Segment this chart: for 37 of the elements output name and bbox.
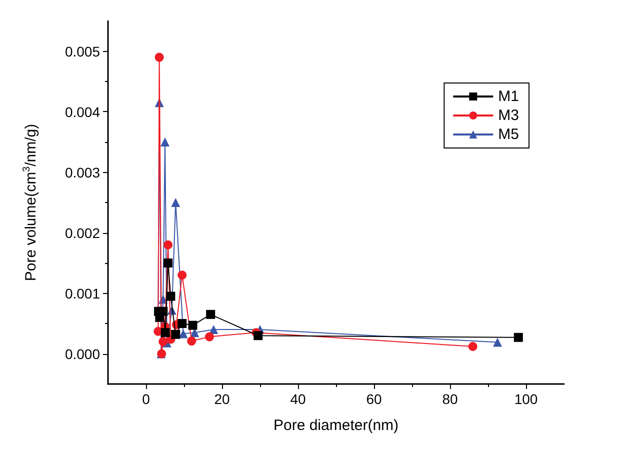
point [171,198,180,207]
y-tick-label: 0.000 [64,346,100,362]
x-tick-label: 100 [514,391,538,407]
x-axis-title: Pore diameter(nm) [273,417,399,434]
x-tick-label: 0 [142,391,150,407]
point [514,332,523,342]
point [178,270,187,280]
legend-label: M3 [498,107,520,124]
point [171,330,180,339]
point [164,258,173,268]
x-tick-label: 20 [214,391,230,407]
x-tick-label: 60 [366,391,382,407]
y-tick-label: 0.005 [64,43,100,60]
legend-label: M5 [498,126,520,143]
point [206,310,216,319]
point [178,319,187,328]
point [158,337,168,346]
y-tick-label: 0.002 [64,224,100,241]
y-tick-label: 0.004 [64,104,100,120]
point [187,336,196,346]
legend-label: M1 [498,88,520,105]
point [154,52,164,62]
x-tick-label: 40 [290,391,306,407]
point [166,292,176,301]
y-tick-label: 0.003 [64,164,100,180]
point [204,332,214,342]
y-axis-title: Pore volume(cm3/nm/g) [22,124,40,282]
point [160,328,170,338]
point [468,342,478,351]
point [160,138,170,146]
point [254,331,263,340]
x-tick-label: 80 [442,391,458,407]
y-tick-label: 0.001 [64,285,100,302]
point [158,306,168,316]
point [493,338,502,347]
point [164,240,173,250]
point [188,320,198,330]
